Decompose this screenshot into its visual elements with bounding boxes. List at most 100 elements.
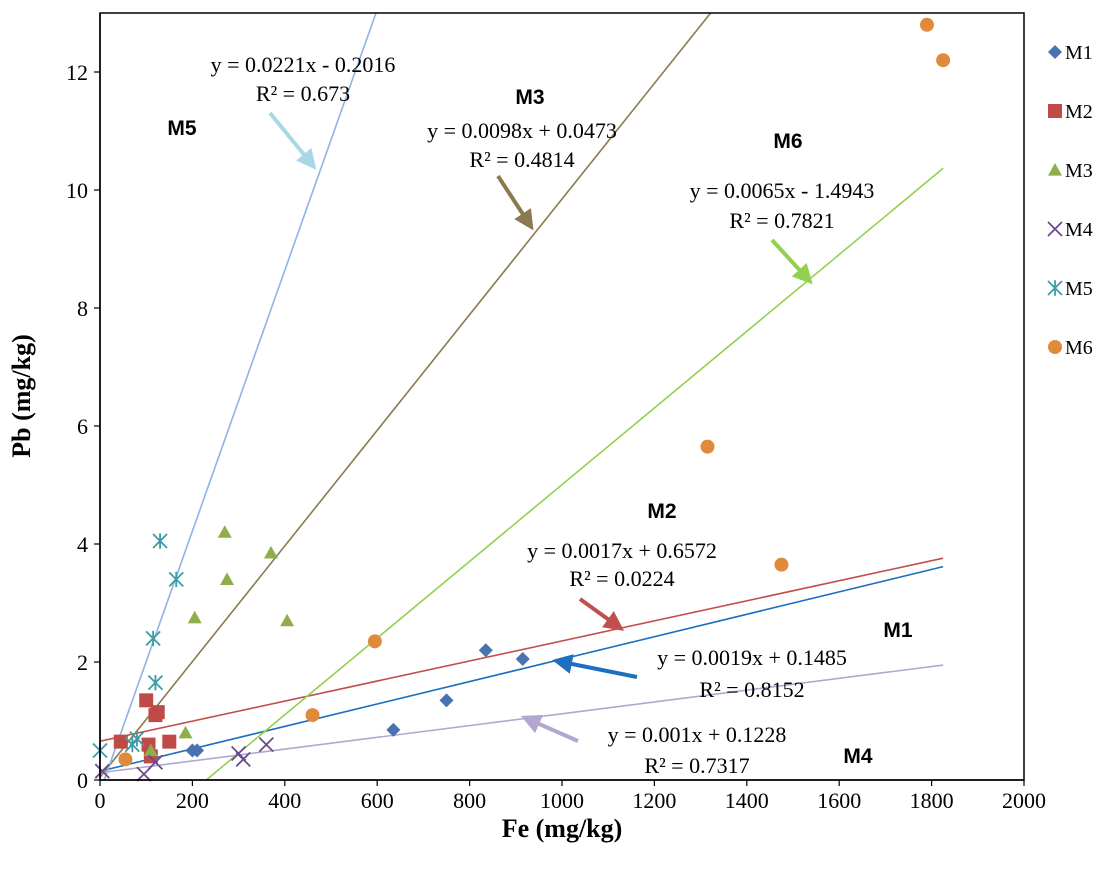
y-axis-title: Pb (mg/kg)	[7, 334, 36, 458]
data-point-m5	[129, 731, 145, 747]
data-point-m1	[386, 722, 401, 737]
legend-marker-m2	[1048, 104, 1062, 118]
x-tick-label: 400	[268, 788, 301, 813]
trendline-m2	[100, 557, 944, 743]
annotation-arrow-m2	[578, 597, 625, 631]
y-tick-label: 8	[77, 296, 88, 321]
data-point-m4	[147, 754, 164, 770]
data-point-m1	[190, 743, 205, 758]
data-points	[92, 17, 951, 782]
trend-r2-m4: R² = 0.7317	[644, 753, 749, 778]
x-tick-label: 200	[176, 788, 209, 813]
annotation-arrow-m3	[496, 174, 534, 231]
legend-label-m3: M3	[1065, 160, 1093, 182]
y-tick-label: 0	[77, 768, 88, 793]
trend-r2-m1: R² = 0.8152	[699, 677, 804, 702]
data-point-m3	[263, 545, 278, 559]
legend-marker-m1	[1048, 45, 1062, 59]
x-tick-label: 1800	[910, 788, 954, 813]
legend-marker-m6	[1048, 340, 1062, 354]
annotation-arrows	[268, 111, 813, 743]
data-point-m2	[139, 693, 154, 708]
data-point-m6	[367, 634, 382, 649]
x-tick-label: 1000	[540, 788, 584, 813]
axes: 0 200 400 600 800 1000 1200 1400 1600 1800 2000 0 2 4…	[66, 60, 1046, 813]
data-point-m4	[258, 736, 274, 753]
x-tick-label: 800	[453, 788, 486, 813]
trend-r2-m6: R² = 0.7821	[729, 208, 834, 233]
x-axis-title: Fe (mg/kg)	[502, 814, 623, 843]
legend-label-m4: M4	[1065, 219, 1093, 241]
trend-r2-m5: R² = 0.673	[256, 81, 350, 106]
x-tick-label: 1200	[632, 788, 676, 813]
data-point-m3	[220, 572, 235, 585]
trend-equation-m4: y = 0.001x + 0.1228	[608, 722, 787, 747]
series-label-m3: M3	[515, 86, 544, 109]
legend-marker-m3	[1048, 163, 1062, 176]
y-tick-label: 6	[77, 414, 88, 439]
data-point-m4	[235, 751, 251, 767]
trendline-m1	[100, 565, 944, 773]
data-point-m2	[113, 734, 128, 749]
legend-marker-m4	[1047, 221, 1063, 237]
data-point-m1	[515, 652, 530, 667]
data-point-m4	[136, 766, 152, 782]
data-point-m5	[168, 571, 184, 588]
data-point-m3	[143, 743, 158, 757]
trend-equation-m6: y = 0.0065x - 1.4943	[690, 178, 875, 203]
legend-label-m1: M1	[1065, 42, 1093, 64]
annotation-arrow-m4	[520, 714, 579, 743]
series-label-m1: M1	[883, 619, 912, 642]
trendline-m3	[100, 13, 712, 778]
data-point-m6	[936, 53, 951, 68]
data-point-m5	[145, 630, 161, 647]
x-tick-label: 1400	[725, 788, 769, 813]
trendline-m4	[100, 664, 944, 774]
y-tick-label: 12	[66, 60, 88, 85]
series-label-m4: M4	[843, 745, 872, 768]
data-point-m5	[152, 533, 168, 549]
legend-label-m6: M6	[1065, 337, 1093, 359]
data-point-m6	[919, 17, 934, 32]
data-point-m5	[147, 674, 164, 691]
data-point-m3	[187, 610, 202, 624]
data-point-m6	[305, 708, 320, 723]
y-tick-label: 4	[77, 532, 88, 557]
series-label-m5: M5	[167, 117, 196, 140]
y-tick-label: 10	[66, 178, 88, 203]
trend-equation-m3: y = 0.0098x + 0.0473	[427, 118, 617, 143]
legend-marker-m5	[1047, 280, 1063, 296]
x-tick-label: 1600	[817, 788, 861, 813]
trend-equation-m2: y = 0.0017x + 0.6572	[527, 538, 717, 563]
data-point-m6	[700, 439, 715, 454]
data-point-m2	[150, 705, 165, 720]
trend-equation-m5: y = 0.0221x - 0.2016	[211, 52, 396, 77]
data-point-m4	[94, 763, 110, 779]
trend-r2-m2: R² = 0.0224	[569, 566, 674, 591]
annotation-arrow-m5	[268, 111, 317, 170]
annotation-arrow-m6	[770, 238, 813, 285]
data-point-m6	[118, 752, 133, 767]
trend-r2-m3: R² = 0.4814	[469, 147, 574, 172]
data-point-m3	[178, 725, 193, 739]
x-tick-label: 600	[361, 788, 394, 813]
trend-equation-m1: y = 0.0019x + 0.1485	[657, 645, 847, 670]
data-point-m2	[162, 734, 177, 749]
x-tick-label: 0	[95, 788, 106, 813]
data-point-m1	[439, 693, 454, 708]
legend-label-m5: M5	[1065, 278, 1093, 300]
series-label-m6: M6	[773, 130, 802, 153]
data-point-m3	[280, 613, 295, 627]
annotations: M1 y = 0.0019x + 0.1485 R² = 0.8152 M2 y = 0…	[167, 52, 912, 778]
series-label-m2: M2	[647, 500, 676, 523]
x-tick-label: 2000	[1002, 788, 1046, 813]
data-point-m6	[774, 557, 789, 572]
trendline-m6	[205, 167, 944, 780]
trendline-m5	[103, 13, 377, 780]
annotation-arrow-m1	[552, 654, 638, 679]
legend-label-m2: M2	[1065, 101, 1093, 123]
legend: M1 M2 M3 M4 M5 M6	[1047, 42, 1093, 359]
data-point-m3	[217, 525, 232, 538]
y-tick-label: 2	[77, 650, 88, 675]
